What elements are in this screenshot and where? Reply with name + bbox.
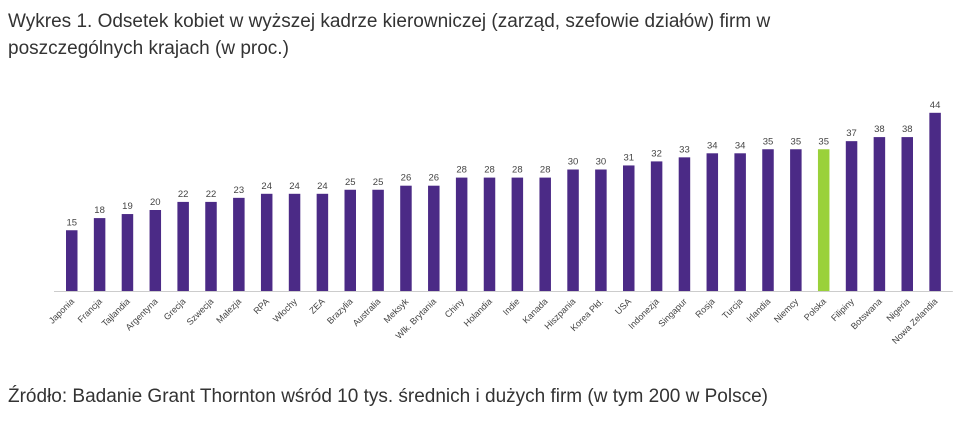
bar-irlandia (762, 149, 774, 291)
category-label-usa: USA (613, 296, 633, 316)
value-label-hiszpania: 30 (568, 157, 579, 168)
category-label-irlandia: Irlandia (744, 296, 772, 324)
category-label-malezja: Malezja (214, 296, 243, 325)
category-label-japonia: Japonia (47, 296, 76, 325)
category-label-włochy: Włochy (271, 296, 299, 324)
bar-tajlandia (121, 214, 134, 291)
category-label-zea: ZEA (307, 296, 326, 315)
value-label-kanada: 28 (540, 165, 551, 176)
value-label-nigeria: 38 (902, 124, 913, 135)
bar-malezja (233, 197, 245, 291)
bar-usa (623, 165, 635, 291)
bar-indonezja (650, 161, 663, 291)
value-label-brazylia: 25 (345, 177, 356, 188)
value-label-indie: 28 (512, 165, 523, 176)
value-label-meksyk: 26 (401, 173, 412, 184)
value-label-holandia: 28 (484, 165, 495, 176)
category-label-grecja: Grecja (162, 296, 188, 322)
value-label-włochy: 24 (289, 181, 300, 192)
bar-włochy (288, 193, 301, 291)
value-label-polska: 35 (818, 136, 829, 147)
bar-zea (316, 193, 329, 291)
category-label-indonezja: Indonezja (626, 296, 661, 331)
bar-turcja (734, 153, 746, 291)
category-label-polska: Polska (802, 296, 828, 322)
value-label-niemcy: 35 (791, 136, 802, 147)
value-label-rosja: 34 (707, 140, 718, 151)
value-label-rpa: 24 (261, 181, 272, 192)
value-label-korea-płd: 30 (596, 157, 607, 168)
bar-rosja (706, 153, 719, 291)
value-label-singapur: 33 (679, 144, 690, 155)
bar-japonia (66, 230, 78, 291)
bar-kanada (539, 177, 551, 291)
bar-szwecja (205, 201, 217, 291)
value-label-grecja: 22 (178, 189, 189, 200)
value-label-indonezja: 32 (651, 148, 662, 159)
bar-hiszpania (567, 169, 579, 291)
bar-argentyna (149, 210, 162, 291)
category-label-rpa: RPA (251, 296, 271, 316)
category-label-filipiny: Filipiny (829, 296, 856, 323)
bar-filipiny (845, 141, 858, 291)
value-label-filipiny: 37 (846, 128, 857, 139)
category-label-chiny: Chiny (443, 296, 467, 320)
bar-australia (372, 189, 384, 291)
bar-holandia (483, 177, 496, 291)
bar-korea-płd (595, 169, 607, 291)
chart-title: Wykres 1. Odsetek kobiet w wyższej kadrz… (8, 11, 771, 59)
bars-group (66, 112, 941, 291)
bar-singapur (678, 157, 691, 291)
value-labels-group: 15 18 19 20 22 22 23 24 24 24 25 25 26 26 28 28 28 28 30 30… (66, 100, 940, 228)
bar-francja (93, 218, 106, 291)
category-label-singapur: Singapur (656, 296, 689, 329)
category-label-niemcy: Niemcy (772, 296, 801, 325)
value-label-usa: 31 (623, 152, 634, 163)
bar-brazylia (344, 189, 356, 291)
bar-chiny (455, 177, 468, 291)
bar-nigeria (901, 137, 913, 291)
category-label-turcja: Turcja (720, 296, 745, 321)
category-label-szwecja: Szwecja (185, 296, 216, 327)
category-label-australia: Australia (351, 296, 383, 328)
value-label-turcja: 34 (735, 140, 746, 151)
category-label-holandia: Holandia (462, 296, 494, 328)
value-label-szwecja: 22 (206, 189, 217, 200)
value-label-botswana: 38 (874, 124, 885, 135)
bar-polska (817, 149, 830, 291)
value-label-zea: 24 (317, 181, 328, 192)
category-label-rosja: Rosja (693, 296, 716, 319)
bar-meksyk (400, 185, 412, 291)
category-label-indie: Indie (501, 296, 522, 317)
value-label-wlk-brytania: 26 (429, 173, 440, 184)
category-label-nigeria: Nigeria (884, 296, 911, 323)
value-label-tajlandia: 19 (122, 201, 133, 212)
value-label-australia: 25 (373, 177, 384, 188)
bar-indie (511, 177, 524, 291)
value-label-chiny: 28 (456, 165, 467, 176)
bar-rpa (260, 193, 273, 291)
bar-nowa-zelandia (929, 112, 941, 291)
value-label-malezja: 23 (234, 185, 245, 196)
bar-niemcy (790, 149, 802, 291)
bar-grecja (177, 201, 189, 291)
value-label-francja: 18 (94, 205, 105, 216)
bar-botswana (873, 137, 886, 291)
value-label-argentyna: 20 (150, 197, 161, 208)
source-note: Źródło: Badanie Grant Thornton wśród 10 … (8, 386, 768, 407)
value-label-irlandia: 35 (763, 136, 774, 147)
value-label-nowa-zelandia: 44 (930, 100, 941, 111)
value-label-japonia: 15 (66, 217, 77, 228)
bar-wlk-brytania (428, 185, 440, 291)
